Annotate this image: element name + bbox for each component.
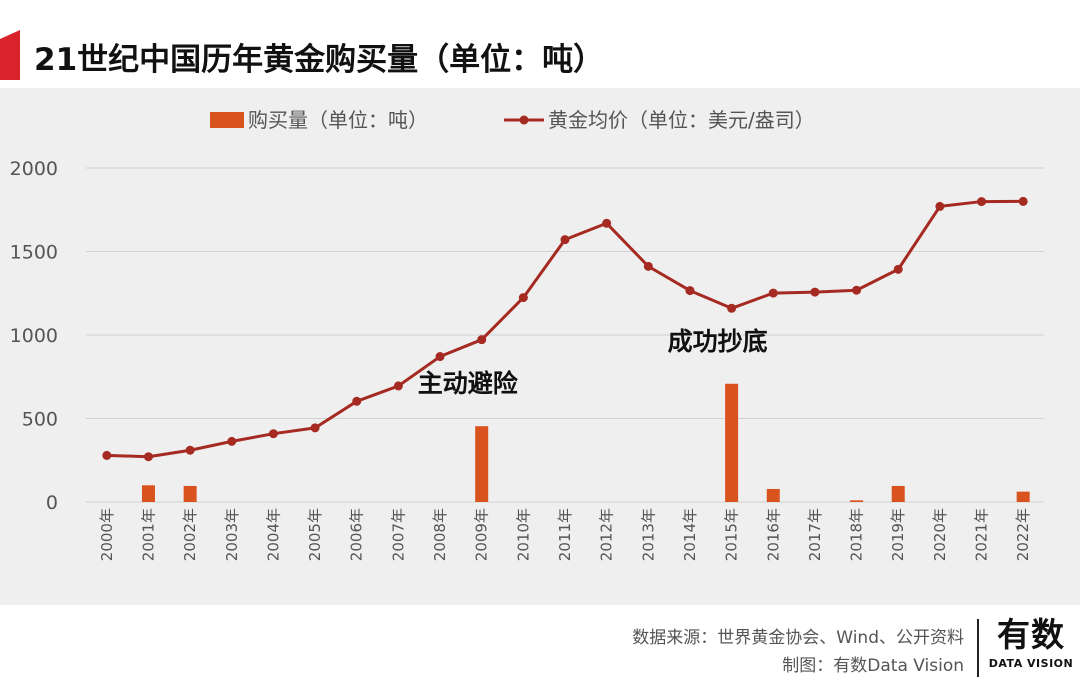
- x-tick-label: 2020年: [931, 508, 949, 561]
- x-tick-label: 2021年: [973, 508, 991, 561]
- x-tick-label: 2017年: [806, 508, 824, 561]
- y-tick-label: 1000: [10, 325, 58, 347]
- legend-line-marker: [519, 115, 529, 125]
- y-tick-label: 500: [22, 409, 58, 431]
- x-tick-label: 2003年: [223, 508, 241, 561]
- x-tick-label: 2013年: [639, 508, 657, 561]
- price-point-2003年: [227, 436, 237, 446]
- bar-2001年: [141, 485, 155, 502]
- x-tick-label: 2007年: [389, 508, 407, 561]
- price-point-2012年: [602, 218, 612, 228]
- x-tick-label: 2006年: [348, 508, 366, 561]
- x-tick-label: 2009年: [473, 508, 491, 561]
- x-tick-label: 2014年: [681, 508, 699, 561]
- annotation-label: 主动避险: [418, 369, 519, 398]
- footer: 数据来源：世界黄金协会、Wind、公开资料 制图：有数Data Vision 有…: [0, 605, 1080, 694]
- price-point-2019年: [893, 264, 903, 274]
- chart-area: 购买量（单位：吨） 黄金均价（单位：美元/盎司） 0 500 1000 1500 200…: [0, 88, 1080, 605]
- y-tick-label: 1500: [10, 242, 58, 264]
- x-tick-label: 2005年: [306, 508, 324, 561]
- price-point-2022年: [1018, 196, 1028, 206]
- legend: 购买量（单位：吨） 黄金均价（单位：美元/盎司）: [210, 108, 815, 132]
- price-point-2016年: [768, 288, 778, 298]
- legend-bar-label: 购买量（单位：吨）: [248, 108, 428, 132]
- x-tick-label: 2022年: [1014, 508, 1032, 561]
- x-tick-label: 2010年: [514, 508, 532, 561]
- y-tick-label: 0: [46, 492, 58, 514]
- annotation-label: 成功抄底: [668, 327, 768, 356]
- logo-text: 有数: [997, 615, 1065, 654]
- x-tick-label: 2002年: [181, 508, 199, 561]
- title-accent-marker: [0, 30, 20, 80]
- header: 21世纪中国历年黄金购买量（单位：吨）: [0, 0, 1080, 88]
- x-tick-label: 2004年: [264, 508, 282, 561]
- x-tick-label: 2000年: [98, 508, 116, 561]
- bar-2018年: [850, 500, 864, 502]
- bar-2016年: [766, 488, 780, 502]
- price-point-2000年: [102, 450, 112, 460]
- x-tick-label: 2011年: [556, 508, 574, 561]
- x-tick-label: 2001年: [139, 508, 157, 561]
- price-point-2013年: [643, 261, 653, 271]
- price-point-2009年: [477, 335, 487, 345]
- bar-2009年: [475, 426, 489, 502]
- x-tick-label: 2012年: [598, 508, 616, 561]
- chart-credit-text: 制图：有数Data Vision: [782, 656, 964, 676]
- price-point-2017年: [810, 287, 820, 297]
- price-point-2007年: [393, 381, 403, 391]
- x-tick-label: 2019年: [889, 508, 907, 561]
- price-point-2018年: [852, 285, 862, 295]
- legend-bar-swatch: [210, 112, 244, 128]
- price-point-2014年: [685, 286, 695, 296]
- price-point-2005年: [310, 423, 320, 433]
- bar-2015年: [725, 383, 739, 502]
- price-point-2002年: [185, 445, 195, 455]
- price-point-2011年: [560, 235, 570, 245]
- footer-divider: [977, 619, 979, 677]
- price-point-2020年: [935, 201, 945, 211]
- price-point-2006年: [352, 396, 362, 406]
- y-tick-label: 2000: [10, 158, 58, 180]
- x-tick-label: 2008年: [431, 508, 449, 561]
- price-point-2021年: [977, 197, 987, 207]
- price-point-2015年: [727, 303, 737, 313]
- bar-2022年: [1016, 491, 1030, 502]
- x-tick-label: 2018年: [848, 508, 866, 561]
- price-point-2010年: [518, 293, 528, 303]
- bar-2002年: [183, 485, 197, 502]
- price-point-2004年: [268, 429, 278, 439]
- page-title: 21世纪中国历年黄金购买量（单位：吨）: [34, 42, 605, 78]
- price-point-2008年: [435, 352, 445, 362]
- logo-subtext: DATA VISION: [988, 657, 1074, 670]
- x-tick-label: 2016年: [764, 508, 782, 561]
- x-tick-label: 2015年: [723, 508, 741, 561]
- combo-chart: 购买量（单位：吨） 黄金均价（单位：美元/盎司） 0 500 1000 1500 200…: [10, 108, 1044, 561]
- data-source-text: 数据来源：世界黄金协会、Wind、公开资料: [632, 628, 964, 648]
- bar-2019年: [891, 485, 905, 502]
- legend-line-label: 黄金均价（单位：美元/盎司）: [548, 108, 815, 132]
- price-point-2001年: [143, 452, 153, 462]
